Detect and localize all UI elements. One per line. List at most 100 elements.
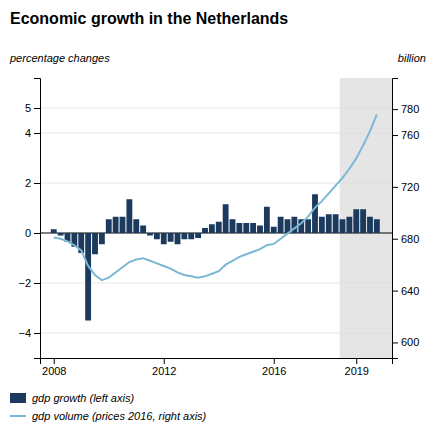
- tick-mark: [392, 109, 398, 110]
- bar: [168, 233, 174, 242]
- tick: 2016: [262, 358, 286, 377]
- bar: [250, 223, 256, 233]
- bar: [236, 223, 242, 233]
- tick-label: −4: [18, 327, 31, 339]
- bar: [360, 209, 366, 233]
- tick-label: 600: [401, 336, 419, 348]
- tick-mark: [34, 133, 40, 134]
- axis-line: [34, 79, 41, 359]
- tick-label: 780: [401, 103, 419, 115]
- bar: [202, 228, 208, 233]
- tick-mark: [34, 183, 40, 184]
- tick: 640: [392, 285, 419, 297]
- bar: [106, 219, 112, 233]
- plot-area: [40, 78, 392, 358]
- shaded-band: [340, 78, 392, 358]
- tick: 600: [392, 336, 419, 348]
- grid-line: [40, 108, 392, 109]
- bar: [161, 233, 167, 244]
- tick: 2012: [152, 358, 176, 377]
- legend: gdp growth (left axis) gdp volume (prices…: [10, 392, 207, 422]
- bar: [333, 214, 339, 233]
- tick: −2: [18, 277, 40, 289]
- grid-line: [40, 283, 392, 284]
- tick-mark: [164, 358, 165, 364]
- bar: [51, 229, 57, 233]
- tick-label: 4: [25, 127, 31, 139]
- tick-label: 760: [401, 129, 419, 141]
- bar: [271, 227, 277, 233]
- x-axis: 2008 2012 2016 2019: [41, 358, 393, 377]
- bar: [181, 233, 187, 239]
- legend-swatch: [10, 393, 26, 403]
- bar: [257, 226, 263, 234]
- bar: [223, 204, 229, 233]
- legend-label: gdp volume (prices 2016, right axis): [32, 410, 207, 422]
- bar: [264, 207, 270, 233]
- tick-label: 2012: [152, 365, 176, 377]
- tick: 680: [392, 233, 419, 245]
- bar: [133, 219, 139, 233]
- tick-mark: [392, 187, 398, 188]
- bars: [51, 194, 380, 320]
- bar: [340, 219, 346, 233]
- bar: [195, 233, 201, 238]
- tick: 760: [392, 129, 419, 141]
- axis-line: [393, 79, 399, 359]
- bar: [319, 217, 325, 233]
- bar: [305, 219, 311, 233]
- tick: 780: [392, 103, 419, 115]
- tick-label: 2: [25, 177, 31, 189]
- bar: [230, 219, 236, 233]
- bar: [278, 217, 284, 233]
- bar: [140, 226, 146, 234]
- y-axis-label: percentage changes: [9, 52, 110, 64]
- tick: 0: [25, 227, 40, 239]
- tick-mark: [274, 358, 275, 364]
- bar: [367, 217, 373, 233]
- bar: [99, 233, 105, 244]
- tick-label: 640: [401, 285, 419, 297]
- bar: [312, 194, 318, 233]
- bar: [120, 217, 126, 233]
- bar: [85, 233, 91, 321]
- bar: [175, 233, 181, 244]
- bar: [326, 214, 332, 233]
- grid: [40, 108, 392, 333]
- tick-mark: [34, 108, 40, 109]
- bar: [154, 233, 160, 239]
- legend-item: gdp volume (prices 2016, right axis): [10, 410, 207, 422]
- bar: [346, 217, 352, 233]
- axis-line: [41, 359, 393, 365]
- tick-mark: [392, 291, 398, 292]
- tick-mark: [392, 239, 398, 240]
- bar: [58, 233, 64, 236]
- tick-label: 2019: [345, 365, 369, 377]
- line: [54, 114, 377, 280]
- tick: 2008: [42, 358, 66, 377]
- tick-label: 5: [25, 102, 31, 114]
- y2-axis-label: billion: [398, 52, 426, 64]
- tick-label: 2008: [42, 365, 66, 377]
- bar: [113, 217, 119, 233]
- tick-label: 680: [401, 233, 419, 245]
- bar: [188, 233, 194, 239]
- tick: 5: [25, 102, 40, 114]
- y2-axis: 600 640 680 720 760 780: [392, 79, 419, 359]
- bar: [353, 209, 359, 233]
- bar: [209, 224, 215, 233]
- y-axis: −4 −2 0 2 4 5: [18, 79, 40, 359]
- tick-label: 720: [401, 181, 419, 193]
- tick-mark: [356, 358, 357, 364]
- chart: 2008 2012 2016 2019 −4 −2 0 2 4 5 600 640 680 720 760 7…: [0, 0, 436, 436]
- tick: 720: [392, 181, 419, 193]
- tick-mark: [54, 358, 55, 364]
- tick-mark: [392, 135, 398, 136]
- bar: [92, 233, 98, 254]
- tick-mark: [392, 342, 398, 343]
- tick-label: 0: [25, 227, 31, 239]
- legend-label: gdp growth (left axis): [32, 392, 134, 404]
- grid-line: [40, 133, 392, 134]
- tick-mark: [34, 233, 40, 234]
- bar: [147, 233, 153, 236]
